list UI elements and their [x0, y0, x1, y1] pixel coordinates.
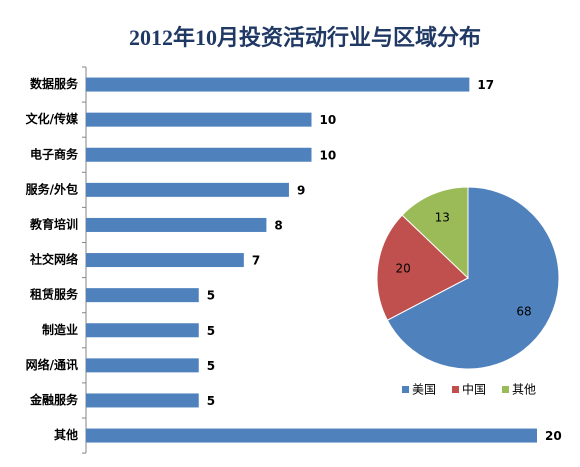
value-label: 9	[297, 183, 305, 197]
y-tick-label: 网络/通讯	[26, 357, 78, 372]
y-tick-label: 文化/传媒	[26, 111, 79, 126]
legend-swatch	[452, 386, 459, 393]
y-tick-label: 数据服务	[30, 76, 79, 91]
legend-label: 中国	[462, 382, 486, 397]
bar	[86, 182, 289, 197]
value-label: 17	[477, 78, 494, 92]
bar	[86, 358, 199, 373]
y-tick-label: 其他	[54, 427, 78, 442]
bar	[86, 288, 199, 303]
legend-swatch	[402, 386, 409, 393]
legend-label: 其他	[512, 383, 536, 397]
pie-slice	[401, 186, 469, 280]
value-label: 5	[207, 324, 215, 338]
bar	[86, 323, 199, 338]
bar	[86, 253, 244, 268]
legend-swatch	[502, 386, 509, 393]
value-label: 20	[545, 429, 562, 443]
value-label: 8	[274, 218, 282, 232]
value-label: 5	[207, 289, 215, 303]
y-tick-label: 社交网络	[29, 252, 78, 267]
bar	[86, 393, 199, 408]
value-label: 10	[320, 113, 337, 127]
slice-label: 20	[395, 261, 410, 275]
pie-slice	[386, 186, 560, 370]
y-tick-label: 服务/外包	[26, 181, 78, 196]
y-tick-label: 教育培训	[29, 216, 78, 231]
value-label: 7	[252, 254, 260, 268]
bar	[86, 147, 312, 162]
bar	[86, 428, 537, 443]
legend-label: 美国	[412, 383, 436, 397]
pie-slice	[376, 214, 469, 321]
y-tick-label: 租赁服务	[30, 287, 79, 302]
value-label: 5	[207, 359, 215, 373]
slice-label: 68	[516, 304, 531, 318]
y-tick-label: 制造业	[42, 322, 78, 337]
value-label: 10	[320, 148, 337, 162]
bar	[86, 112, 312, 127]
slice-label: 13	[435, 210, 450, 224]
bar	[86, 217, 267, 232]
bar	[86, 77, 470, 92]
chart-title: 2012年10月投资活动行业与区域分布	[129, 25, 481, 50]
y-tick-label: 金融服务	[29, 392, 79, 407]
value-label: 5	[207, 394, 215, 408]
y-tick-label: 电子商务	[30, 146, 79, 161]
